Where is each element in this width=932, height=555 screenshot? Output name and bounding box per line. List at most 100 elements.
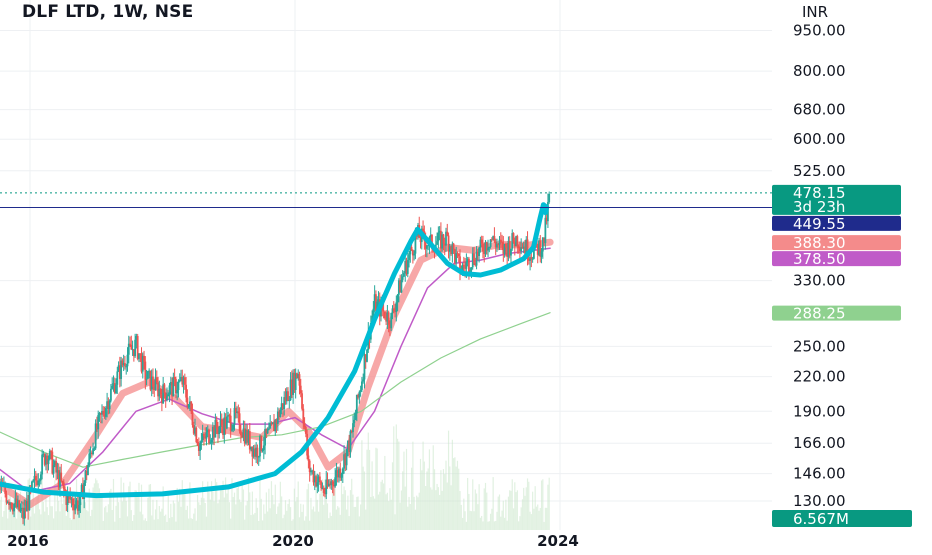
candle [424,240,427,249]
candle [443,243,446,246]
volume-bar [103,507,106,530]
price-axis[interactable]: INR 950.00 800.00 680.00 600.00 525.00 330.00… [793,3,846,510]
volume-bar [68,501,70,530]
candle [168,385,171,395]
candle [357,394,359,398]
candle [245,429,247,444]
cyan-trend-drawing[interactable] [0,202,550,499]
volume-bar [454,457,456,530]
candle [340,474,343,478]
volume-bar [258,521,260,530]
candle [364,354,367,362]
candle [218,426,221,435]
candle [149,370,152,390]
candle [391,308,394,314]
volume-bar [489,513,492,530]
candle [153,386,156,390]
candle [143,355,145,362]
volume-bar [475,493,478,530]
candle [223,417,226,436]
volume-bar [324,479,326,530]
candle [52,465,55,474]
candle [260,435,263,451]
volume-bar [51,506,53,530]
candle [122,362,125,366]
volume-bar [453,458,455,530]
candle [103,414,106,417]
volume-bar [390,499,392,530]
volume-bar [109,491,111,530]
volume-bar [417,497,419,530]
volume-bar [64,492,66,530]
volume-bar [504,517,506,530]
volume-bar [213,501,215,530]
volume-bar [272,495,274,530]
candle [346,440,349,450]
volume-bar [226,493,228,530]
candle [145,378,148,380]
candle [196,441,199,446]
candle [264,428,266,446]
volume-bar [246,500,248,530]
y-tick-label: 680.00 [793,101,846,119]
moving-averages [0,238,554,509]
volume-bar [488,521,490,530]
candle [257,456,260,458]
volume-bar [444,474,446,530]
volume-bar [380,481,382,530]
volume-bar [484,482,487,530]
candle [84,470,87,483]
candle [89,452,92,454]
volume-bar [533,508,535,530]
volume-bar [413,496,415,530]
candle [492,236,495,240]
volume-bar [408,496,410,530]
volume-bar [281,496,283,530]
volume-bar [372,496,374,530]
volume-bar [219,490,222,530]
volume-bar [79,499,81,530]
volume-bar [47,515,50,530]
candle [485,242,488,251]
candle [497,244,500,246]
candle [436,241,438,245]
volume-bar [300,503,302,530]
candle [130,344,133,350]
candle [489,239,492,247]
volume-bar [442,469,445,530]
horizontal-line[interactable] [0,192,772,209]
candle [201,433,204,441]
candle [32,480,35,482]
volume-bar [283,514,285,530]
candle [48,450,51,460]
time-axis[interactable]: 2016 2020 2024 [7,532,579,550]
candle [116,371,119,385]
candle [390,313,393,329]
candle [496,244,498,248]
candle [232,424,235,430]
candle [261,449,264,451]
volume-bar [328,518,330,530]
candle [57,470,60,488]
candle [93,448,96,450]
candle [75,500,78,505]
candle [194,427,196,434]
candle [120,360,123,379]
volume-bar [231,478,233,530]
volume-bar [403,451,405,530]
volume-bar [349,490,352,530]
volume-bar [33,513,36,530]
candle [303,422,306,428]
candle [266,429,269,434]
volume-bar [352,494,354,530]
candle [164,392,167,400]
candle [163,384,166,393]
volume-bar [360,504,362,530]
candle [64,489,66,493]
volume-bar [179,488,181,530]
candle [213,426,216,438]
volume-bar [339,514,341,530]
candle [160,394,163,404]
